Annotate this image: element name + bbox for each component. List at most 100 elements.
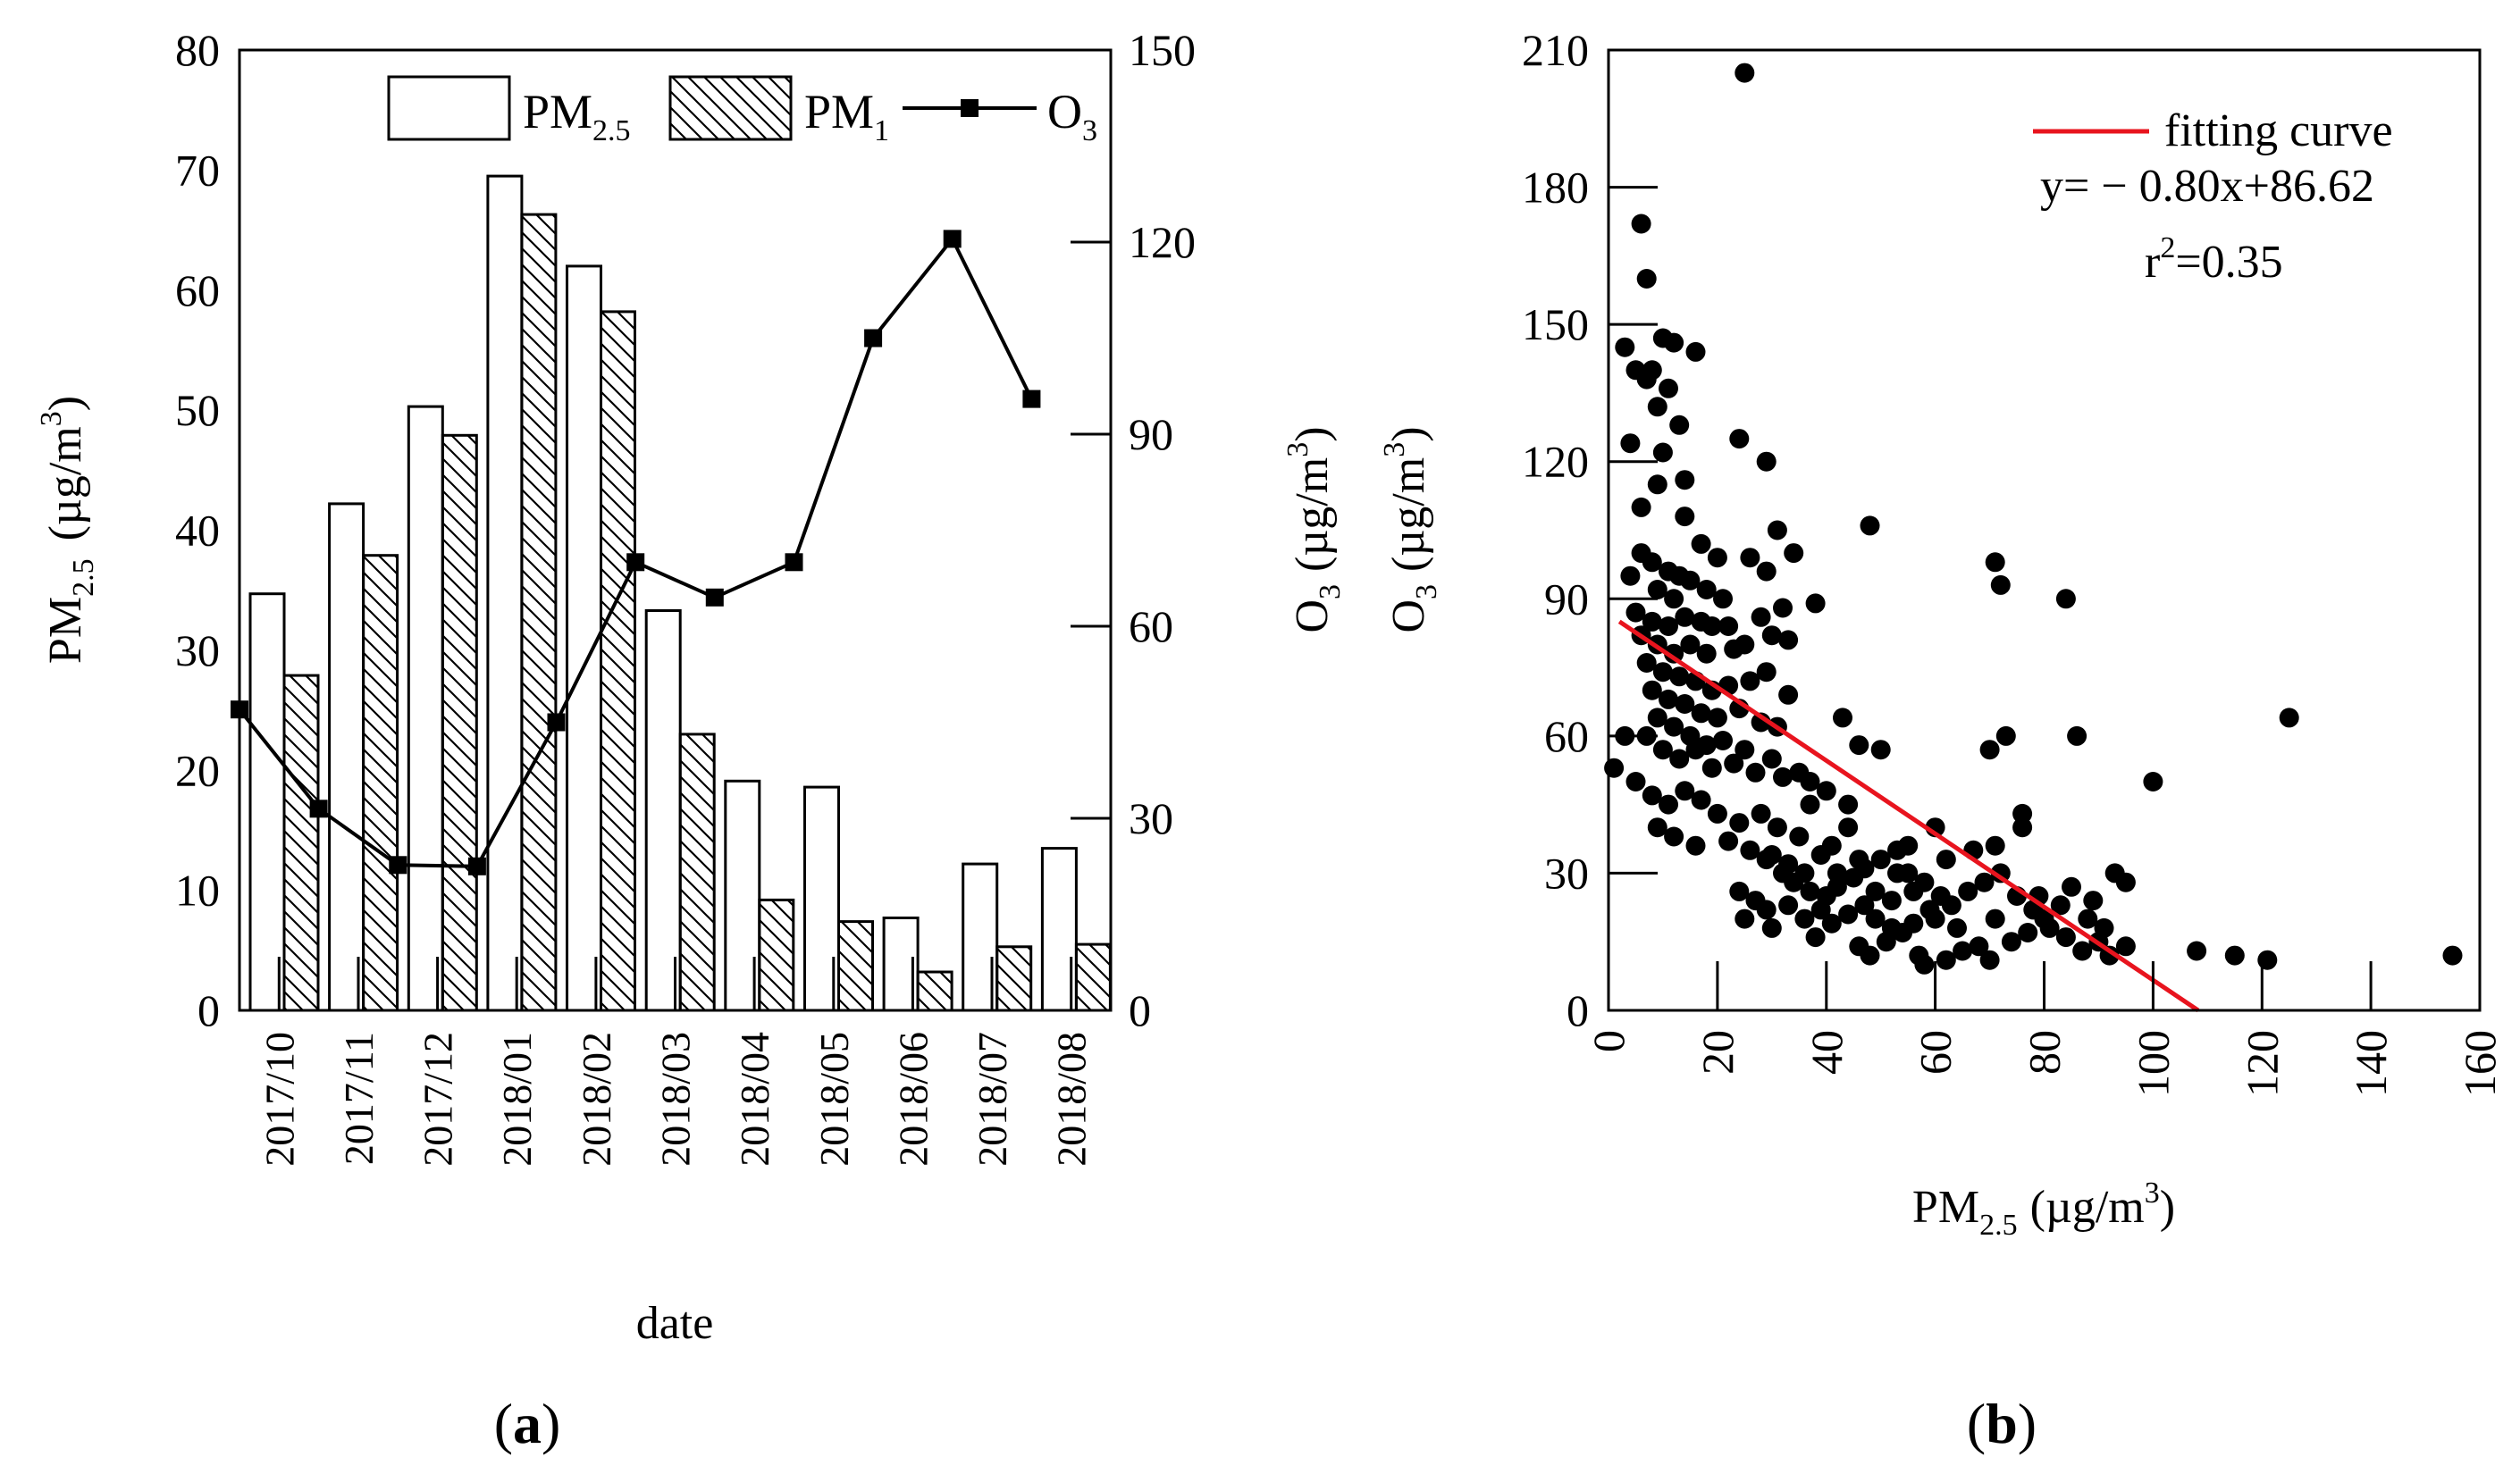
a-x-tick-label: 2018/06	[890, 1032, 936, 1167]
a-bar-pm1	[1074, 942, 1112, 1012]
b-data-point	[1805, 927, 1826, 948]
a-x-tick-label: 2018/07	[970, 1032, 1015, 1167]
b-data-point	[1642, 552, 1662, 573]
b-data-point	[2187, 941, 2207, 961]
b-points-layer	[1604, 63, 2463, 975]
b-data-point	[1903, 881, 1924, 901]
b-data-point	[1958, 881, 1978, 901]
b-x-tick-label: 60	[1911, 1030, 1961, 1075]
b-data-point	[1979, 950, 2000, 970]
a-y-tick-label: 0	[197, 985, 220, 1035]
b-data-point	[1718, 831, 1739, 851]
b-data-point	[1860, 515, 1880, 536]
a-bar-pm25	[486, 174, 524, 1012]
b-data-point	[1647, 817, 1667, 838]
b-data-point	[1854, 895, 1875, 916]
b-data-point	[2039, 917, 2060, 938]
a-o3-marker	[547, 713, 566, 732]
b-data-point	[1707, 708, 1727, 728]
a-bar-pm1	[520, 213, 558, 1012]
a-legend-o3-label: O3	[1047, 85, 1097, 147]
b-data-point	[1794, 909, 1815, 929]
a-x-tick-label: 2018/08	[1049, 1032, 1095, 1167]
a-legend-o3-marker	[961, 99, 979, 117]
b-data-point	[1800, 881, 1820, 901]
b-data-point	[1669, 415, 1690, 435]
a-y-tick-label: 40	[175, 506, 220, 556]
b-data-point	[1953, 941, 1973, 961]
a-bars-layer	[248, 174, 1112, 1012]
b-data-point	[1642, 611, 1662, 632]
b-x-tick-label: 160	[2455, 1030, 2505, 1097]
b-data-point	[1985, 552, 2005, 573]
b-data-point	[1685, 341, 1706, 362]
b-data-point	[1652, 442, 1673, 463]
b-data-point	[1914, 954, 1935, 975]
b-data-point	[1789, 826, 1810, 847]
b-x-tick-label: 120	[2237, 1030, 2287, 1097]
b-equation: y= − 0.80x+86.62	[2040, 161, 2374, 212]
b-data-point	[1680, 570, 1701, 590]
b-data-point	[2099, 945, 2120, 966]
b-data-point	[1659, 794, 1678, 815]
b-data-point	[1675, 694, 1695, 714]
b-data-point	[1778, 684, 1799, 705]
b-data-point	[1647, 708, 1667, 728]
b-data-point	[1701, 758, 1722, 778]
a-bar-pm1	[758, 898, 795, 1012]
b-data-point	[2115, 872, 2136, 892]
a-o3-marker	[389, 856, 407, 875]
a-y-tick-label: 30	[175, 625, 220, 675]
b-data-point	[1887, 863, 1907, 884]
b-data-point	[1784, 872, 1804, 892]
b-data-point	[1865, 881, 1886, 901]
a-bar-pm25	[328, 502, 365, 1012]
b-data-point	[2224, 945, 2245, 966]
b-data-point	[1784, 543, 1804, 564]
b-data-point	[1816, 781, 1836, 801]
b-data-point	[1615, 337, 1635, 357]
b-data-point	[1969, 936, 1989, 957]
a-bar-pm25	[566, 264, 602, 1012]
a-legend-pm1-swatch	[668, 75, 793, 141]
b-data-point	[1827, 863, 1847, 884]
b-y-tick-label: 60	[1544, 711, 1589, 761]
a-bar-pm1	[362, 554, 399, 1012]
a-o3-marker	[1022, 389, 1041, 408]
b-x-tick-label: 80	[2020, 1030, 2070, 1075]
a-bar-pm1	[441, 433, 478, 1012]
b-fit-layer	[1617, 619, 2200, 1013]
b-data-point	[1647, 474, 1667, 495]
b-data-point	[1625, 772, 1646, 791]
b-data-point	[2050, 895, 2071, 916]
b-data-point	[1685, 835, 1706, 856]
a-bar-pm25	[644, 609, 682, 1012]
b-data-point	[1647, 397, 1667, 417]
b-data-point	[1664, 589, 1684, 609]
a-x-tick-label: 2018/04	[732, 1032, 777, 1167]
b-data-point	[2055, 927, 2076, 948]
b-data-point	[1751, 607, 1771, 627]
b-data-point	[1800, 772, 1820, 791]
a-y-tick-label: 10	[175, 866, 220, 916]
a-y2-tick-label: 0	[1129, 985, 1151, 1035]
a-legend-pm1-label: PM1	[804, 85, 889, 147]
a-bar-pm1	[678, 733, 716, 1012]
a-x-axis-label: date	[636, 1298, 714, 1349]
b-data-point	[1985, 909, 2005, 929]
b-data-point	[1675, 470, 1695, 490]
panel-a-bar-chart: 2017/10 2017/11 2017/12 2018/01 2018/02 2018/…	[35, 25, 1347, 1455]
b-data-point	[1735, 63, 1755, 83]
b-data-point	[1821, 835, 1842, 856]
b-data-point	[1860, 945, 1880, 966]
b-data-point	[1745, 762, 1766, 783]
a-bar-pm1	[916, 970, 953, 1012]
b-y-tick-label: 120	[1522, 437, 1589, 487]
b-y-tick-label: 0	[1567, 985, 1589, 1035]
b-data-point	[2072, 941, 2093, 961]
b-data-point	[1756, 451, 1777, 472]
b-data-point	[1636, 269, 1657, 289]
b-data-point	[1735, 634, 1755, 655]
b-data-point	[1778, 895, 1799, 916]
b-data-point	[1740, 840, 1760, 860]
